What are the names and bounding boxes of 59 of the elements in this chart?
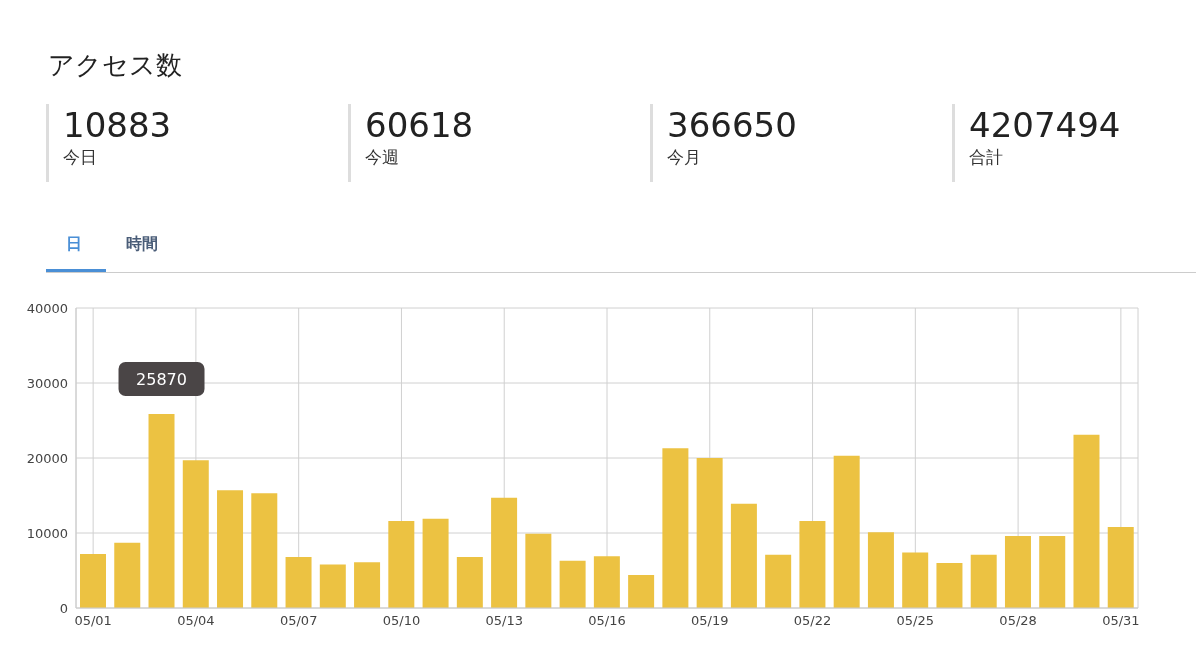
x-tick-label: 05/31 [1102,613,1140,629]
x-tick-label: 05/25 [896,613,935,629]
bar [422,518,449,608]
x-tick-label: 05/10 [382,613,421,629]
bar [354,562,381,608]
x-tick-label: 05/16 [588,613,626,629]
bar [902,552,929,608]
x-tick-label: 05/28 [999,613,1037,629]
bar [867,532,894,608]
bar [559,560,586,608]
y-tick-label: 0 [59,600,68,616]
bar [799,521,826,608]
bar [662,448,689,608]
x-tick-label: 05/13 [485,613,523,629]
bar [696,458,723,608]
text: 今月 [667,146,702,169]
bar [388,521,415,608]
bar [833,455,860,608]
bar [217,490,244,608]
bar [1073,434,1100,608]
bar [285,557,312,608]
text: 日 [66,234,82,255]
bar [1107,527,1134,608]
bar [525,533,552,608]
x-tick-label: 05/04 [177,613,215,629]
text: 366650 [667,104,797,146]
text: 今日 [63,146,98,169]
bar [182,460,209,608]
bar [628,575,655,608]
data-label: 25870 [136,369,187,389]
y-tick-label: 30000 [26,375,68,391]
bar [80,554,106,608]
bar [970,554,997,608]
bar [148,413,175,608]
x-tick-label: 05/19 [691,613,729,629]
x-tick-label: 05/07 [279,613,318,629]
bar [251,493,278,608]
bar [491,497,518,608]
bar [936,563,963,608]
y-tick-label: 40000 [26,300,68,316]
bar [593,556,620,608]
text: 10883 [63,104,172,146]
bar [765,554,792,608]
text: 4207494 [969,104,1121,146]
x-tick-label: 05/22 [793,613,832,629]
y-tick-label: 20000 [26,450,68,466]
x-tick-label: 05/01 [74,613,112,629]
bar [456,557,483,608]
y-tick-label: 10000 [26,525,68,541]
text: 時間 [126,234,158,255]
text: 合計 [969,146,1004,169]
bar [114,542,141,608]
bar [319,564,346,608]
text: 60618 [365,104,474,146]
bar [1004,536,1031,608]
text: 今週 [365,146,400,169]
bar [1039,536,1066,608]
bar [730,503,757,608]
text: アクセス数 [48,49,182,82]
